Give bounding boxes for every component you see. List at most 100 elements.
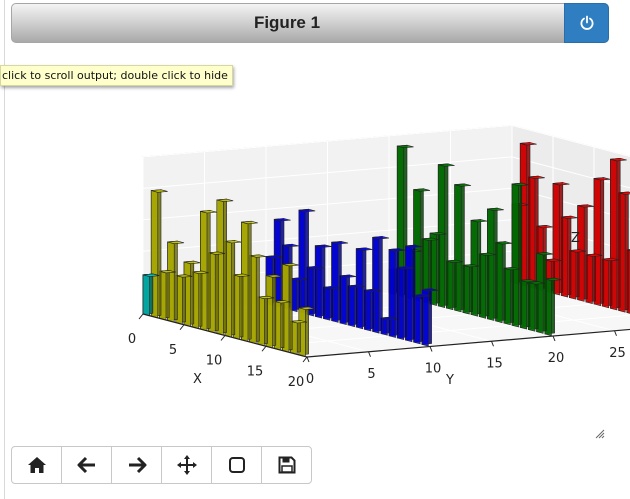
home-button[interactable] bbox=[11, 446, 62, 484]
y-tick-label: 25 bbox=[609, 346, 626, 361]
bar-top-face bbox=[511, 182, 529, 187]
figure-title: Figure 1 bbox=[253, 13, 321, 32]
bar-top-face bbox=[298, 306, 316, 310]
y-tick-label: 20 bbox=[548, 351, 565, 366]
notebook-cell-rule bbox=[4, 0, 5, 499]
bar-top-face bbox=[470, 219, 488, 223]
bar-top-face bbox=[356, 247, 373, 251]
bar-top-face bbox=[618, 191, 630, 195]
bar-top-face bbox=[405, 244, 422, 248]
x-tick bbox=[138, 313, 144, 320]
resize-handle-icon[interactable] bbox=[594, 428, 606, 440]
bar-top-face bbox=[503, 266, 521, 271]
bar-top-face bbox=[388, 248, 406, 252]
bar-top-face bbox=[183, 260, 201, 265]
y-tick bbox=[614, 330, 617, 336]
forward-arrow-icon bbox=[128, 456, 146, 474]
chart-bar bbox=[388, 248, 406, 338]
bar-top-face bbox=[520, 142, 537, 146]
bar-series bbox=[142, 142, 630, 357]
pan-button[interactable] bbox=[161, 446, 212, 484]
x-tick-label: 10 bbox=[206, 354, 223, 369]
home-icon bbox=[27, 457, 46, 473]
bar-top-face bbox=[159, 270, 176, 274]
chart-bar bbox=[257, 295, 275, 347]
bar-top-face bbox=[536, 252, 554, 256]
bar-top-face bbox=[241, 220, 258, 225]
bar-top-face bbox=[331, 241, 349, 245]
chart-bar bbox=[290, 320, 308, 355]
bar-top-face bbox=[528, 175, 545, 179]
x-tick-label: 0 bbox=[128, 332, 136, 347]
bar-top-face bbox=[446, 259, 463, 264]
bar-top-face bbox=[397, 266, 414, 270]
bar-top-face bbox=[282, 243, 299, 248]
bar-top-face bbox=[413, 188, 431, 192]
bar-top-face bbox=[544, 258, 562, 262]
bar-top-face bbox=[274, 300, 291, 304]
x-tick bbox=[261, 345, 267, 352]
figure-toolbar bbox=[11, 446, 312, 484]
bar-top-face bbox=[585, 253, 603, 257]
bar-top-face bbox=[454, 183, 472, 187]
bar-top-face bbox=[569, 249, 586, 253]
x-tick bbox=[220, 335, 226, 341]
bar-top-face bbox=[602, 257, 619, 262]
bar-top-face bbox=[298, 208, 316, 213]
bar-top-face bbox=[462, 264, 480, 268]
bar-top-face bbox=[233, 273, 250, 277]
bar-top-face bbox=[487, 207, 504, 211]
chart-bar bbox=[577, 204, 595, 302]
forward-button[interactable] bbox=[111, 446, 162, 484]
x-axis-label: X bbox=[193, 372, 202, 387]
back-arrow-icon bbox=[77, 456, 95, 474]
save-button[interactable] bbox=[261, 446, 312, 484]
chart-bar bbox=[552, 182, 570, 296]
chart-bar bbox=[437, 163, 455, 308]
x-tick-label: 20 bbox=[288, 375, 305, 390]
bar-top-face bbox=[380, 316, 398, 320]
bar-top-face bbox=[495, 241, 513, 245]
bar-top-face bbox=[421, 288, 439, 292]
y-tick-label: 15 bbox=[486, 356, 503, 371]
bar-top-face bbox=[290, 320, 308, 324]
chart-bar bbox=[150, 189, 168, 319]
figure-titlebar: Figure 1 bbox=[11, 3, 609, 43]
bar-top-face bbox=[610, 157, 627, 162]
bar-top-face bbox=[290, 277, 308, 281]
z-axis-label: Z bbox=[571, 231, 580, 246]
bar-top-face bbox=[536, 224, 554, 229]
bar-top-face bbox=[421, 237, 439, 241]
close-figure-button[interactable] bbox=[564, 3, 609, 43]
bar-top-face bbox=[413, 293, 431, 298]
bar-top-face bbox=[429, 231, 447, 236]
y-tick bbox=[429, 346, 433, 352]
pan-icon bbox=[176, 455, 197, 475]
y-tick-label: 0 bbox=[306, 372, 314, 387]
bar-top-face bbox=[544, 277, 562, 281]
bar-top-face bbox=[282, 263, 299, 267]
bar-top-face bbox=[224, 240, 242, 244]
bar-top-face bbox=[208, 251, 226, 255]
zoom-rect-button[interactable] bbox=[211, 446, 262, 484]
chart-bar bbox=[380, 316, 398, 336]
bar-top-face bbox=[520, 279, 537, 283]
y-axis-label: Y bbox=[445, 373, 454, 388]
bar-top-face bbox=[438, 163, 455, 167]
bar-top-face bbox=[167, 240, 185, 245]
bar-top-face bbox=[372, 236, 390, 240]
x-tick bbox=[302, 356, 308, 363]
bar-top-face bbox=[257, 295, 275, 300]
bar-top-face bbox=[364, 288, 381, 293]
axis-lines bbox=[138, 313, 630, 363]
back-button[interactable] bbox=[61, 446, 112, 484]
chart-bar bbox=[528, 175, 545, 289]
power-icon bbox=[580, 15, 593, 30]
bar-top-face bbox=[577, 204, 595, 208]
bar-top-face bbox=[151, 189, 168, 193]
bar-top-face bbox=[315, 244, 332, 248]
x-tick-label: 15 bbox=[247, 364, 264, 379]
tick-labels: 051015200510152025300.00.20.40.60.81.0 bbox=[128, 332, 626, 390]
bar-top-face bbox=[265, 274, 283, 278]
